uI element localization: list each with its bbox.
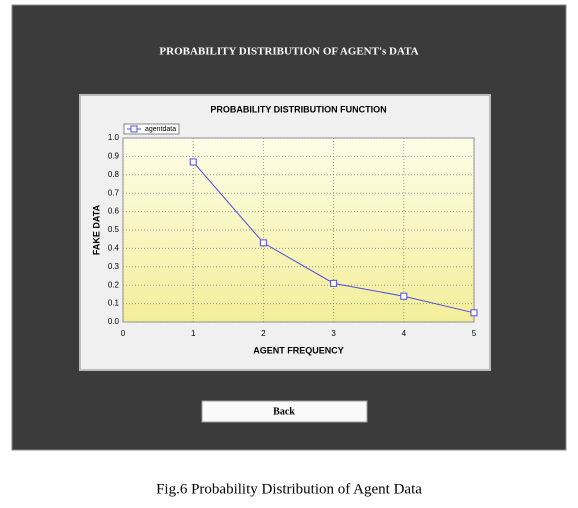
legend-box bbox=[123, 123, 180, 135]
button-label[interactable]: Back bbox=[273, 406, 295, 417]
y-tick-label: 0.1 bbox=[108, 299, 120, 308]
y-tick-label: 0.2 bbox=[108, 280, 120, 289]
x-tick-label: 1 bbox=[191, 329, 196, 338]
y-axis-label: FAKE DATA bbox=[91, 204, 101, 255]
data-point bbox=[330, 279, 338, 287]
y-tick-label: 0.9 bbox=[108, 152, 120, 161]
y-tick-label: 0.4 bbox=[108, 244, 120, 253]
x-tick-label: 4 bbox=[402, 329, 407, 338]
chart-title: PROBABILITY DISTRIBUTION FUNCTION bbox=[210, 104, 386, 114]
chart: PROBABILITY DISTRIBUTION FUNCTION 0.0 0.1 0… bbox=[91, 104, 478, 355]
legend-label: agentdata bbox=[145, 126, 176, 133]
back-button[interactable] bbox=[201, 400, 368, 423]
y-tick-label: 0.6 bbox=[108, 207, 120, 216]
data-point bbox=[259, 239, 267, 247]
y-tick-label: 0.5 bbox=[108, 225, 120, 234]
legend-marker bbox=[130, 125, 138, 133]
y-tick-label: 0.8 bbox=[108, 170, 120, 179]
y-tick-label: 1.0 bbox=[108, 133, 120, 142]
data-point bbox=[400, 292, 408, 300]
y-tick-label: 0.0 bbox=[108, 317, 120, 326]
y-tick-label: 0.7 bbox=[108, 188, 120, 197]
plot-area bbox=[122, 137, 475, 323]
data-point bbox=[189, 158, 197, 166]
x-tick-label: 3 bbox=[331, 329, 336, 338]
x-tick-label: 5 bbox=[472, 329, 477, 338]
x-axis-label: AGENT FREQUENCY bbox=[253, 345, 344, 355]
page-title: PROBABILITY DISTRIBUTION OF AGENT's DATA bbox=[159, 46, 418, 58]
x-tick-label: 2 bbox=[261, 329, 266, 338]
data-point bbox=[470, 309, 478, 317]
y-tick-label: 0.3 bbox=[108, 262, 120, 271]
caption: Fig.6 Probability Distribution of Agent … bbox=[156, 481, 422, 497]
x-tick-label: 0 bbox=[121, 329, 126, 338]
